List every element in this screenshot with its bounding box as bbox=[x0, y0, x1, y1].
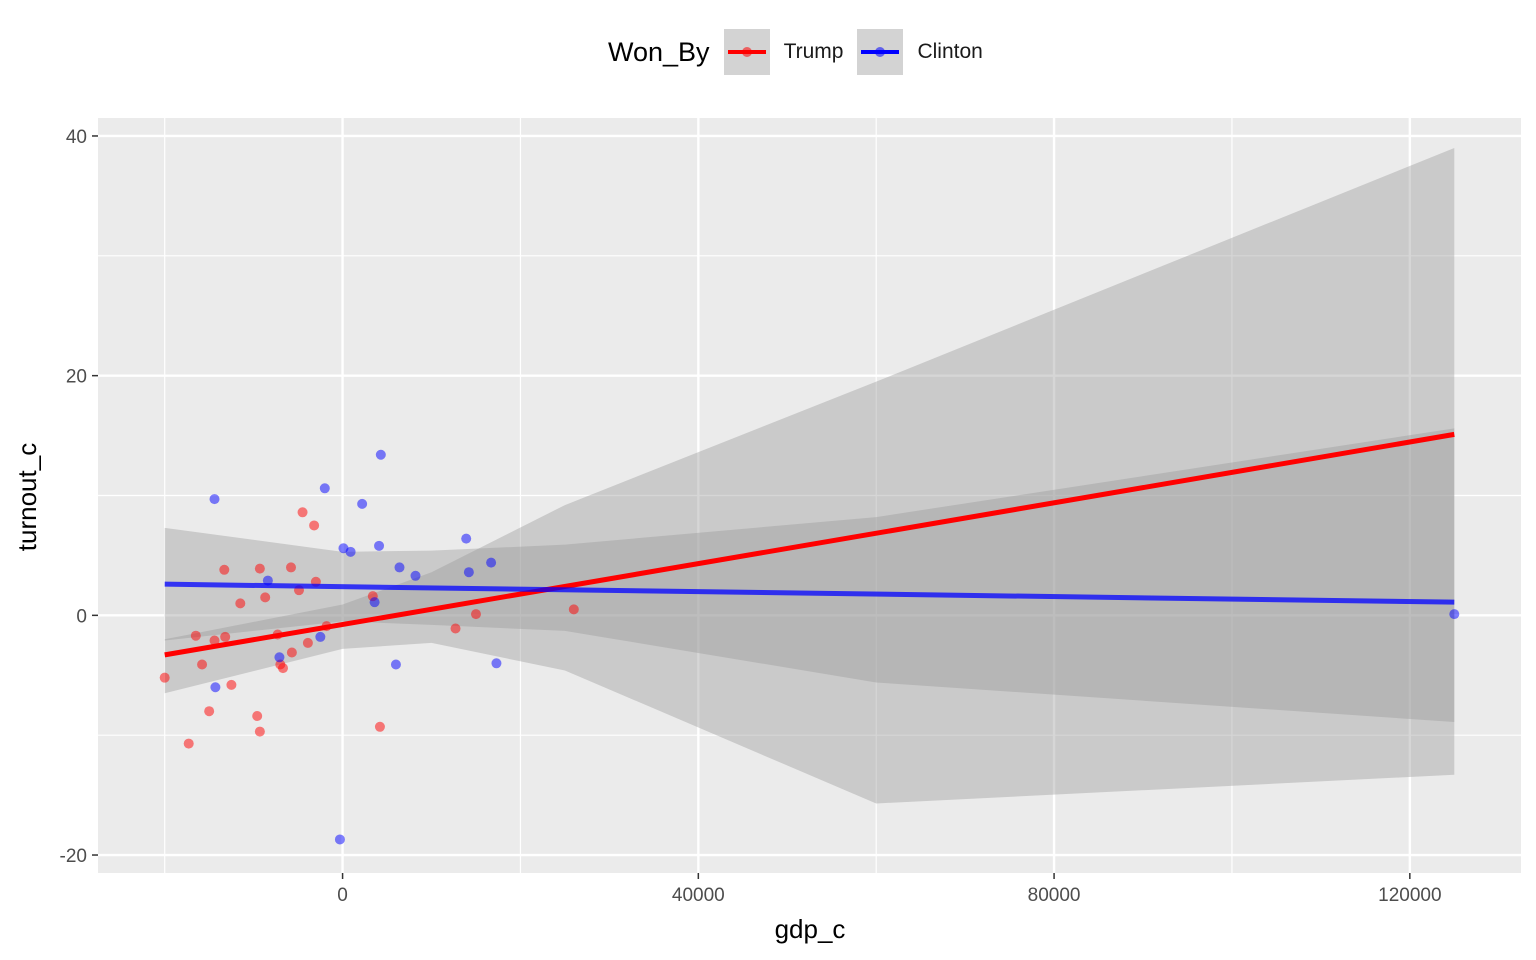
data-point-trump bbox=[450, 623, 461, 634]
legend-title: Won_By bbox=[608, 36, 710, 67]
data-point-trump bbox=[302, 637, 313, 648]
data-point-trump bbox=[470, 609, 481, 620]
major-grid bbox=[98, 118, 1521, 873]
data-point-clinton bbox=[390, 659, 401, 670]
data-point-trump bbox=[159, 672, 170, 683]
data-point-trump bbox=[277, 663, 288, 674]
data-point-clinton bbox=[274, 652, 285, 663]
legend: Won_By Trump Clinton bbox=[608, 28, 997, 76]
confidence-bands bbox=[164, 147, 1455, 804]
axis-ticks bbox=[92, 135, 1411, 879]
x-tick-label: 0 bbox=[337, 885, 348, 906]
data-point-trump bbox=[204, 706, 215, 717]
data-point-trump bbox=[309, 520, 320, 531]
data-point-clinton bbox=[345, 546, 356, 557]
x-tick-label: 120000 bbox=[1378, 885, 1441, 906]
minor-grid bbox=[98, 118, 1521, 873]
data-point-trump bbox=[285, 562, 296, 573]
data-point-clinton bbox=[369, 597, 380, 608]
tick-labels: 0 40000 80000 120000 -20 0 20 40 bbox=[60, 127, 1442, 906]
data-point-clinton bbox=[210, 682, 221, 693]
fit-lines bbox=[164, 431, 1455, 658]
data-point-trump bbox=[374, 721, 385, 732]
data-point-trump bbox=[297, 507, 308, 518]
data-point-clinton bbox=[357, 498, 368, 509]
x-tick-label: 80000 bbox=[1028, 885, 1081, 906]
y-tick-label: 20 bbox=[66, 367, 87, 388]
data-point-clinton bbox=[315, 631, 326, 642]
data-point-clinton bbox=[394, 562, 405, 573]
data-point-trump bbox=[219, 564, 230, 575]
legend-label-clinton: Clinton bbox=[917, 40, 983, 63]
data-point-trump bbox=[260, 592, 271, 603]
legend-key-trump bbox=[723, 29, 770, 75]
y-axis-title: turnout_c bbox=[12, 443, 42, 551]
data-point-clinton bbox=[375, 449, 386, 460]
data-point-trump bbox=[286, 647, 297, 658]
data-point-trump bbox=[254, 563, 265, 574]
data-point-trump bbox=[226, 679, 237, 690]
y-tick-label: 0 bbox=[76, 606, 87, 627]
confidence-band-trump bbox=[164, 147, 1455, 804]
data-point-clinton bbox=[461, 533, 472, 544]
data-point-clinton bbox=[374, 540, 385, 551]
data-point-clinton bbox=[209, 494, 220, 505]
data-point-clinton bbox=[319, 483, 330, 494]
legend-key-clinton bbox=[857, 29, 904, 75]
fit-line-clinton bbox=[164, 581, 1455, 605]
x-tick-label: 40000 bbox=[672, 885, 725, 906]
data-point-trump bbox=[220, 631, 231, 642]
data-point-trump bbox=[183, 738, 194, 749]
data-point-trump bbox=[254, 726, 265, 737]
data-point-clinton bbox=[486, 557, 497, 568]
fit-line-trump bbox=[164, 431, 1455, 658]
data-point-clinton bbox=[491, 658, 502, 669]
confidence-band-clinton bbox=[164, 428, 1455, 722]
data-point-trump bbox=[252, 711, 263, 722]
data-point-trump bbox=[190, 630, 201, 641]
data-point-clinton bbox=[463, 567, 474, 578]
data-point-trump bbox=[197, 659, 208, 670]
y-tick-label: -20 bbox=[60, 846, 87, 867]
y-tick-label: 40 bbox=[66, 127, 87, 148]
data-point-trump bbox=[209, 635, 220, 646]
data-point-clinton bbox=[334, 834, 345, 845]
data-point-clinton bbox=[410, 570, 421, 581]
x-axis-title: gdp_c bbox=[775, 914, 846, 944]
data-point-trump bbox=[235, 598, 246, 609]
data-point-trump bbox=[568, 604, 579, 615]
data-point-clinton bbox=[1449, 609, 1460, 620]
legend-label-trump: Trump bbox=[783, 40, 844, 63]
